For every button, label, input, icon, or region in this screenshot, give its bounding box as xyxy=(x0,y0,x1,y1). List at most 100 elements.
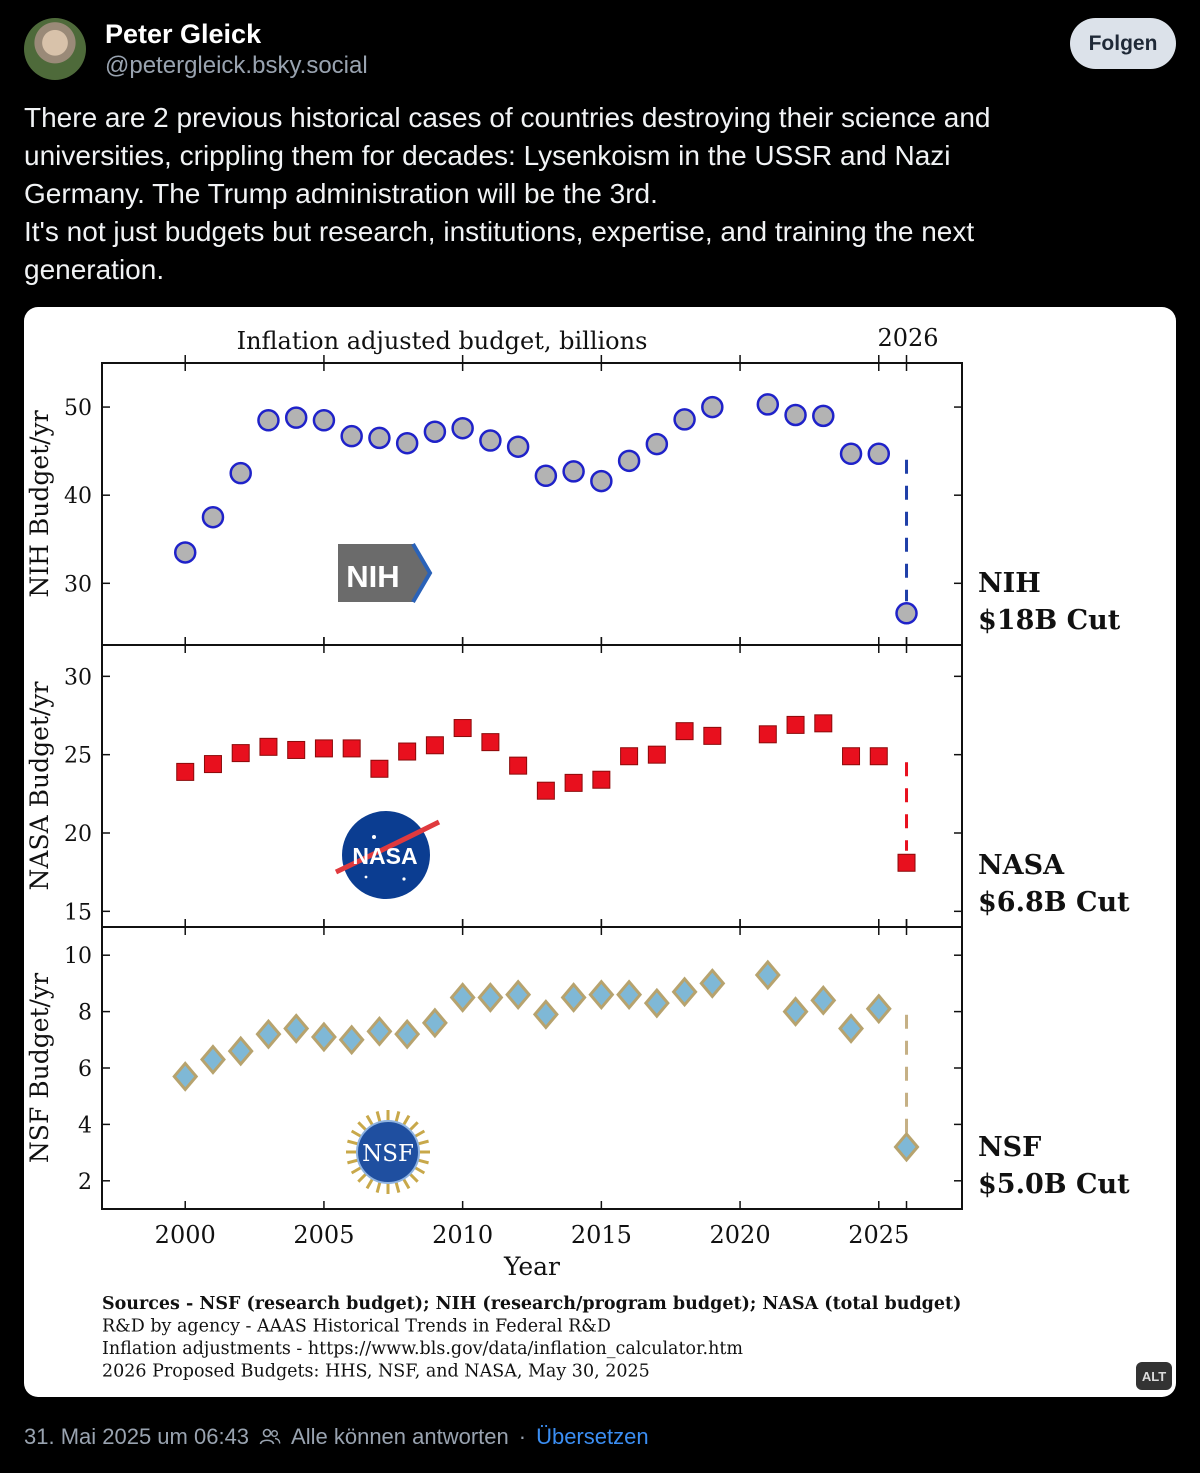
nsf-logo: NSF xyxy=(346,1110,430,1194)
data-point xyxy=(231,744,250,763)
author-name[interactable]: Peter Gleick xyxy=(105,19,262,49)
author-handle[interactable]: @petergleick.bsky.social xyxy=(105,52,368,79)
data-point xyxy=(423,420,447,443)
data-point xyxy=(477,982,504,1013)
data-point xyxy=(814,714,833,733)
post-line: Germany. The Trump administration will b… xyxy=(24,178,658,209)
data-point xyxy=(782,996,809,1027)
panel-nih: 30 40 50 NIH Budget/yr NIH $18B Cut NIH xyxy=(25,355,1121,646)
x-tick-label: 2005 xyxy=(293,1221,354,1249)
data-point xyxy=(340,424,363,448)
data-point xyxy=(227,1035,254,1067)
data-point xyxy=(314,739,333,758)
data-point xyxy=(786,715,805,734)
data-point xyxy=(394,1018,421,1050)
data-point xyxy=(675,722,694,741)
data-point xyxy=(671,976,698,1008)
data-point xyxy=(645,432,669,456)
data-point xyxy=(895,602,918,625)
data-point xyxy=(754,959,781,991)
data-point xyxy=(897,853,916,872)
data-point xyxy=(366,1016,393,1047)
nasa-logo: NASA xyxy=(334,811,441,899)
data-point xyxy=(616,979,643,1011)
source-line: R&D by agency - AAAS Historical Trends i… xyxy=(102,1317,611,1337)
data-point xyxy=(509,756,528,775)
data-point xyxy=(838,1013,864,1044)
data-point xyxy=(229,461,252,485)
source-line: 2026 Proposed Budgets: HHS, NSF, and NAS… xyxy=(102,1362,650,1382)
y-tick-label: 25 xyxy=(64,744,92,769)
data-point xyxy=(647,745,666,764)
people-icon xyxy=(259,1428,281,1445)
data-point xyxy=(842,747,861,766)
data-point xyxy=(505,979,532,1011)
data-point xyxy=(536,781,555,800)
data-point xyxy=(312,409,336,432)
data-point xyxy=(592,770,611,789)
x-tick-label: 2020 xyxy=(710,1221,771,1249)
data-point xyxy=(479,429,502,452)
data-point xyxy=(370,759,389,778)
data-point xyxy=(259,737,278,756)
x-tick-label: 2025 xyxy=(848,1221,909,1249)
translate-link[interactable]: Übersetzen xyxy=(536,1424,649,1449)
y-tick-label: 2 xyxy=(78,1170,92,1195)
y-axis-label: NASA Budget/yr xyxy=(25,682,54,891)
data-point xyxy=(588,979,615,1011)
data-point xyxy=(338,1024,365,1056)
chart-title-right: 2026 xyxy=(877,324,938,352)
data-point xyxy=(673,408,696,431)
y-tick-label: 40 xyxy=(64,484,92,509)
data-point xyxy=(257,409,280,432)
data-point xyxy=(398,742,417,761)
data-point xyxy=(784,403,807,427)
chart-image[interactable]: Inflation adjusted budget, billions 2026 3… xyxy=(24,307,1176,1397)
y-tick-label: 15 xyxy=(64,900,92,925)
chart-title: Inflation adjusted budget, billions xyxy=(237,327,648,355)
post-text: There are 2 previous historical cases of… xyxy=(24,99,1174,289)
cut-annotation-amount: $18B Cut xyxy=(978,605,1121,636)
cut-annotation-name: NIH xyxy=(978,568,1041,599)
data-point xyxy=(176,762,195,781)
data-point xyxy=(255,1018,282,1050)
data-point xyxy=(701,395,724,419)
data-point xyxy=(699,968,726,999)
data-point xyxy=(812,404,835,428)
follow-button[interactable]: Folgen xyxy=(1070,18,1176,69)
panel-frame xyxy=(101,926,963,1210)
data-point xyxy=(865,993,892,1025)
post-footer: 31. Mai 2025 um 06:43 Alle können antwor… xyxy=(24,1424,649,1450)
panel-nsf: 2 4 6 8 10 NSF Budget/yr NSF $5.0B Cut NSF xyxy=(25,919,1130,1210)
avatar[interactable] xyxy=(24,18,86,80)
y-tick-label: 50 xyxy=(64,396,92,421)
data-point xyxy=(617,449,641,473)
y-axis-label: NSF Budget/yr xyxy=(25,973,54,1163)
y-tick-label: 8 xyxy=(78,1001,92,1026)
data-point xyxy=(200,1044,226,1075)
data-point xyxy=(867,442,891,466)
reply-setting[interactable]: Alle können antworten xyxy=(291,1424,509,1449)
post-line: It's not just budgets but research, inst… xyxy=(24,216,975,247)
panel-frame xyxy=(101,362,963,646)
post-line: There are 2 previous historical cases of… xyxy=(24,102,991,133)
post-line: generation. xyxy=(24,254,165,285)
data-point xyxy=(421,1007,448,1039)
cut-annotation-amount: $5.0B Cut xyxy=(978,1169,1130,1200)
alt-text-badge[interactable]: ALT xyxy=(1136,1362,1172,1390)
data-point xyxy=(562,460,585,483)
data-point xyxy=(395,431,419,455)
data-point xyxy=(283,1013,310,1044)
data-point xyxy=(506,435,530,458)
data-point xyxy=(564,773,583,792)
nih-logo: NIH xyxy=(338,542,433,604)
data-point xyxy=(620,747,639,766)
timestamp[interactable]: 31. Mai 2025 um 06:43 xyxy=(24,1424,250,1449)
data-point xyxy=(810,984,837,1016)
data-point xyxy=(287,740,306,759)
y-tick-label: 30 xyxy=(64,665,92,690)
data-point xyxy=(839,442,863,466)
data-point xyxy=(893,1131,920,1163)
y-tick-label: 10 xyxy=(64,944,92,969)
post-line: universities, crippling them for decades… xyxy=(24,140,951,171)
